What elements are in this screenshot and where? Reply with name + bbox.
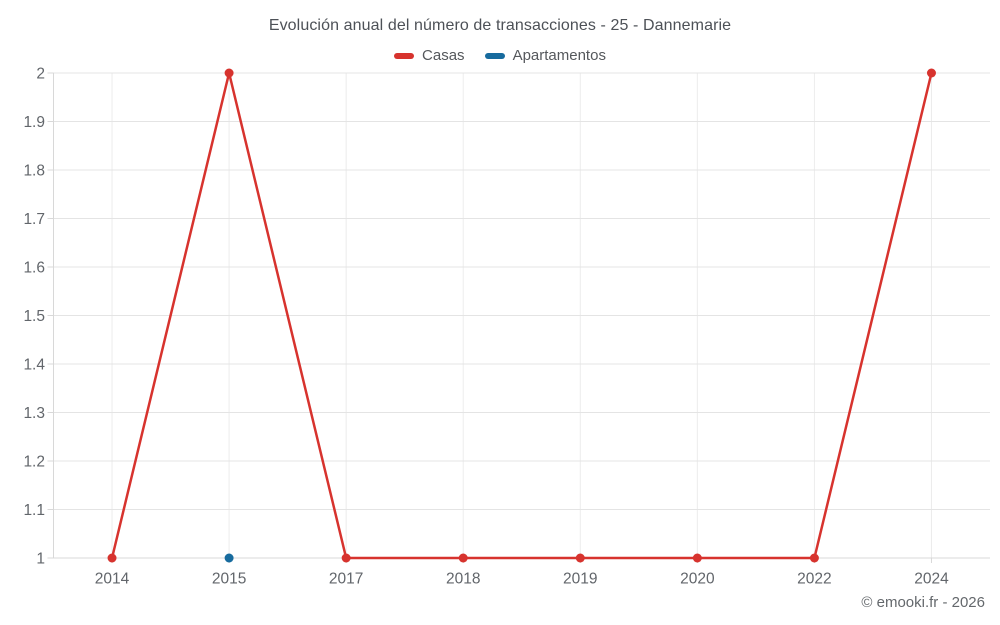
y-tick-label-1.5: 1.5 — [23, 308, 45, 325]
y-tick-label-1.1: 1.1 — [23, 502, 45, 519]
y-tick-label-1.8: 1.8 — [23, 163, 45, 180]
data-point-casas-2020[interactable] — [692, 553, 702, 563]
chart-legend: Casas Apartamentos — [0, 47, 1000, 64]
legend-swatch-casas — [394, 52, 415, 59]
y-tick-label-1.4: 1.4 — [23, 357, 45, 374]
copyright-text: © emooki.fr - 2026 — [861, 594, 985, 611]
series-line-casas — [110, 71, 933, 560]
data-point-casas-2014[interactable] — [107, 553, 117, 563]
data-point-casas-2018[interactable] — [458, 553, 468, 563]
y-tick-label-1: 1 — [36, 551, 45, 568]
x-tick-label-2019: 2019 — [563, 571, 597, 588]
legend-swatch-apartamentos — [484, 52, 505, 59]
x-tick-label-2014: 2014 — [95, 571, 130, 588]
data-point-casas-2015[interactable] — [224, 68, 234, 78]
y-tick-label-1.7: 1.7 — [23, 211, 45, 228]
y-tick-label-1.9: 1.9 — [23, 114, 45, 131]
y-tick-label-1.6: 1.6 — [23, 260, 45, 277]
data-point-casas-2024[interactable] — [926, 68, 936, 78]
y-tick-label-2: 2 — [36, 66, 45, 83]
x-tick-label-2022: 2022 — [797, 571, 831, 588]
legend-label: Apartamentos — [512, 47, 606, 64]
x-tick-label-2018: 2018 — [446, 571, 480, 588]
x-tick-label-2024: 2024 — [914, 571, 949, 588]
chart-title: Evolución anual del número de transaccio… — [268, 17, 732, 34]
x-tick-label-2015: 2015 — [212, 571, 246, 588]
legend-item-apartamentos[interactable]: Apartamentos — [484, 47, 606, 64]
y-tick-label-1.3: 1.3 — [23, 405, 45, 422]
legend-item-casas[interactable]: Casas — [394, 47, 465, 64]
data-point-apartamentos-2015[interactable] — [224, 553, 234, 563]
x-tick-label-2017: 2017 — [329, 571, 363, 588]
legend-label: Casas — [422, 47, 465, 64]
y-tick-label-1.2: 1.2 — [23, 454, 45, 471]
data-point-casas-2017[interactable] — [341, 553, 351, 563]
data-point-casas-2022[interactable] — [809, 553, 819, 563]
x-tick-label-2020: 2020 — [680, 571, 715, 588]
data-point-casas-2019[interactable] — [575, 553, 585, 563]
